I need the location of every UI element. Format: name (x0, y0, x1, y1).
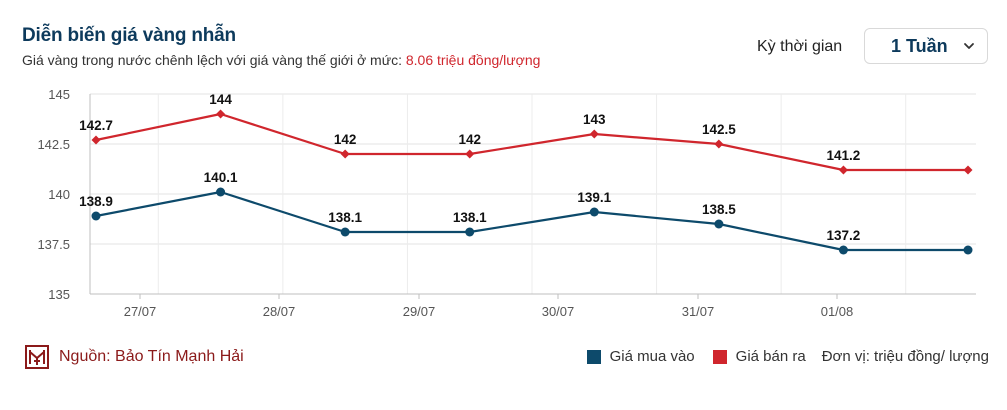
legend-item-buy[interactable]: Giá mua vào (586, 348, 695, 365)
series-line-sell (95, 112, 968, 172)
y-tick-label: 137.5 (37, 237, 70, 252)
bao-tin-manh-hai-logo (25, 345, 49, 369)
legend-label-sell: Giá bán ra (735, 348, 806, 365)
source-text: Nguồn: Bảo Tín Mạnh Hải (59, 348, 244, 365)
y-tick-label: 142.5 (37, 137, 70, 152)
data-point-buy (589, 207, 599, 217)
subtitle-text: Giá vàng trong nước chênh lệch với giá v… (22, 52, 402, 68)
x-tick-label: 28/07 (263, 304, 296, 319)
data-label-sell: 143 (583, 112, 606, 127)
data-point-sell (963, 165, 973, 175)
data-point-buy (340, 227, 350, 237)
data-point-buy (465, 227, 475, 237)
y-tick-label: 140 (48, 187, 70, 202)
data-label-buy: 138.5 (702, 202, 736, 217)
price-line-chart: 135 137.5 140 142.5 145 27/07 28/07 29/07 30/07 3… (37, 87, 976, 319)
data-point-buy (963, 245, 973, 255)
data-point-sell (838, 165, 848, 175)
source-credit: Nguồn: Bảo Tín Mạnh Hải (24, 344, 244, 370)
legend-swatch-sell (712, 349, 727, 364)
series (91, 109, 973, 255)
unit-label: Đơn vị: triệu đồng/ lượng (821, 348, 989, 365)
data-label-buy: 140.1 (204, 170, 238, 185)
legend-item-sell[interactable]: Giá bán ra (712, 348, 806, 365)
data-point-buy (91, 211, 101, 221)
data-point-sell (340, 149, 350, 159)
data-point-sell (714, 139, 724, 149)
data-label-sell: 142.5 (702, 122, 736, 137)
data-point-sell (216, 109, 226, 119)
period-selected-value: 1 Tuần (891, 36, 948, 56)
data-label-buy: 137.2 (827, 228, 861, 243)
chart-subtitle: Giá vàng trong nước chênh lệch với giá v… (22, 52, 540, 68)
x-tick-label: 29/07 (403, 304, 436, 319)
axes: 135 137.5 140 142.5 145 27/07 28/07 29/07 30/07 3… (37, 87, 976, 319)
price-gap-value: 8.06 triệu đồng/lượng (405, 52, 541, 68)
chart-legend: Giá mua vào Giá bán ra Đơn vị: triệu đồn… (569, 348, 989, 365)
data-point-sell (465, 149, 475, 159)
series-line-buy (95, 190, 968, 252)
data-point-buy (838, 245, 848, 255)
period-label: Kỳ thời gian (757, 38, 843, 55)
data-point-buy (714, 219, 724, 229)
data-label-buy: 138.1 (453, 210, 487, 225)
data-label-buy: 139.1 (577, 190, 611, 205)
data-label-sell: 141.2 (827, 148, 861, 163)
x-tick-label: 01/08 (821, 304, 854, 319)
data-label-sell: 144 (209, 92, 232, 107)
data-point-buy (216, 187, 226, 197)
data-point-sell (91, 135, 101, 145)
y-tick-label: 135 (48, 287, 70, 302)
data-label-sell: 142.7 (79, 118, 113, 133)
period-dropdown[interactable]: 1 Tuần (864, 28, 988, 64)
data-label-sell: 142 (458, 132, 481, 147)
data-label-buy: 138.9 (79, 194, 113, 209)
chart-title: Diễn biến giá vàng nhẫn (22, 25, 236, 46)
y-tick-label: 145 (48, 87, 70, 102)
chevron-down-icon (964, 43, 974, 49)
x-tick-label: 27/07 (124, 304, 157, 319)
x-tick-label: 30/07 (542, 304, 575, 319)
data-point-sell (589, 129, 599, 139)
data-labels: 142.7 144 142 142 143 142.5 141.2 138.9 140.1 138… (79, 92, 860, 243)
data-label-buy: 138.1 (328, 210, 362, 225)
x-tick-label: 31/07 (682, 304, 715, 319)
legend-label-buy: Giá mua vào (609, 348, 695, 365)
legend-swatch-buy (586, 349, 601, 364)
data-label-sell: 142 (334, 132, 357, 147)
